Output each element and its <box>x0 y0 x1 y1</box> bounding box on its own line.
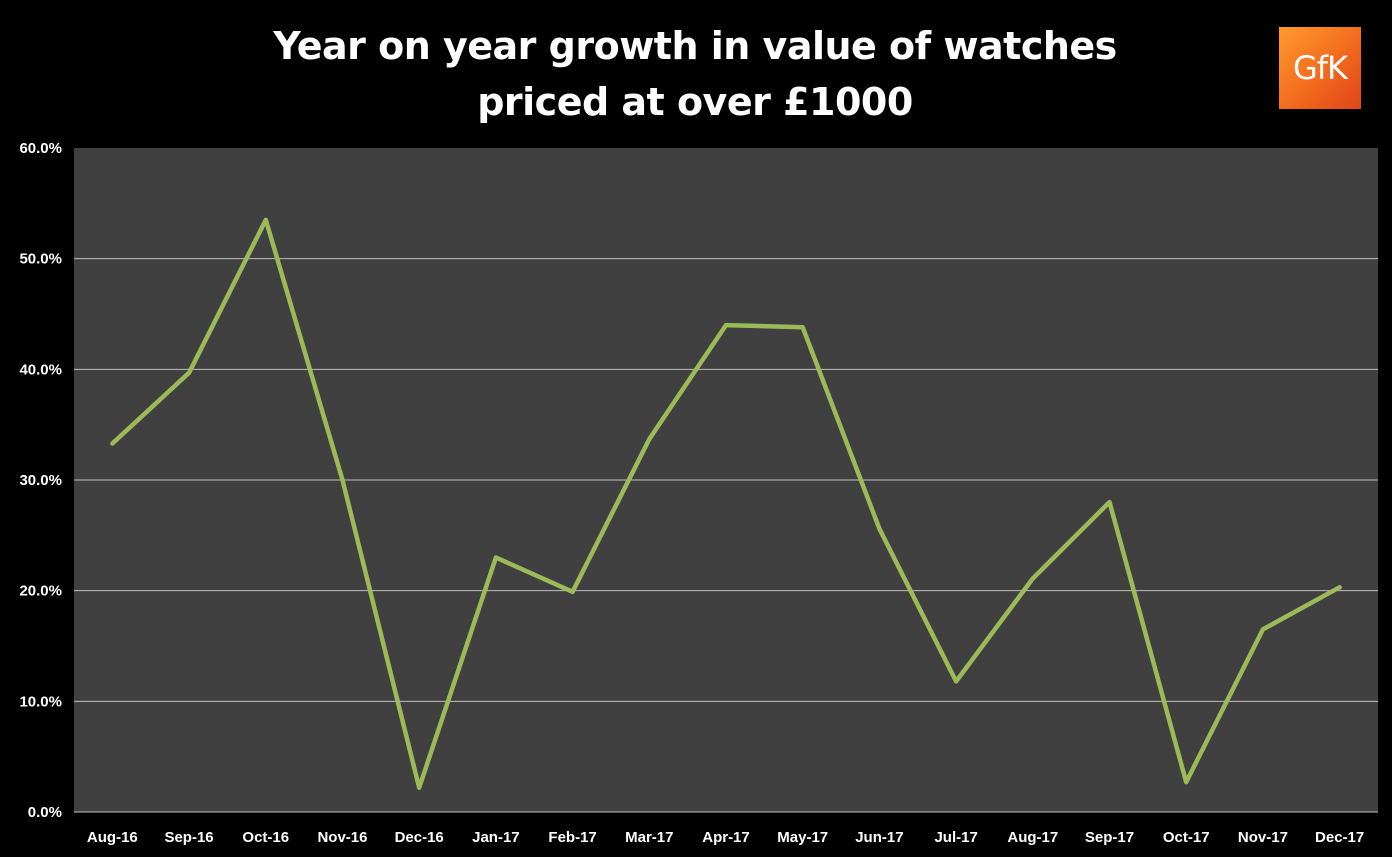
x-tick-label: May-17 <box>777 829 828 846</box>
x-tick-label: Dec-16 <box>395 829 444 846</box>
data-point <box>493 555 498 560</box>
y-tick-label: 60.0% <box>19 140 62 157</box>
data-point <box>1260 627 1265 632</box>
x-tick-label: Jul-17 <box>934 829 977 846</box>
gfk-logo: GfK <box>1279 27 1361 109</box>
y-axis-tick-labels: 0.0% 10.0% 20.0% 30.0% 40.0% 50.0% 60.0% <box>19 140 62 821</box>
chart-title: Year on year growth in value of watches … <box>250 18 1140 130</box>
data-point <box>340 478 345 482</box>
y-tick-label: 0.0% <box>28 804 62 821</box>
x-tick-label: Nov-16 <box>317 829 367 846</box>
gridlines <box>74 258 1378 702</box>
chart-title-line-1: Year on year growth in value of watches <box>273 24 1117 68</box>
data-point <box>570 589 575 594</box>
x-tick-label: Mar-17 <box>625 829 673 846</box>
data-point <box>647 437 652 442</box>
data-point <box>187 370 192 375</box>
x-tick-label: Aug-16 <box>87 829 138 846</box>
x-tick-label: Jun-17 <box>855 829 903 846</box>
data-point <box>954 679 959 684</box>
y-tick-label: 30.0% <box>19 472 62 489</box>
y-tick-label: 20.0% <box>19 583 62 600</box>
x-tick-label: Oct-16 <box>242 829 289 846</box>
data-point <box>1107 500 1112 505</box>
x-tick-label: Sep-16 <box>164 829 213 846</box>
x-tick-label: Jan-17 <box>472 829 520 846</box>
x-tick-label: Feb-17 <box>548 829 596 846</box>
x-axis-tick-labels: Aug-16 Sep-16 Oct-16 Nov-16 Dec-16 Jan-17 Feb-… <box>87 829 1364 846</box>
data-point <box>800 325 805 330</box>
data-point <box>1184 780 1189 785</box>
y-tick-label: 50.0% <box>19 251 62 268</box>
x-tick-label: Sep-17 <box>1085 829 1134 846</box>
data-point <box>724 323 728 328</box>
data-point <box>417 785 422 790</box>
data-point <box>263 217 268 222</box>
gfk-logo-text: GfK <box>1292 49 1348 87</box>
data-point <box>110 441 115 446</box>
x-tick-label: Oct-17 <box>1163 829 1210 846</box>
y-tick-label: 10.0% <box>19 693 62 710</box>
series-group <box>110 217 1342 790</box>
data-point <box>1337 585 1342 590</box>
x-tick-label: Nov-17 <box>1238 829 1288 846</box>
data-point <box>1030 576 1035 581</box>
x-tick-label: Apr-17 <box>702 829 750 846</box>
y-tick-label: 40.0% <box>19 361 62 378</box>
data-point <box>877 526 882 531</box>
x-tick-label: Aug-17 <box>1007 829 1058 846</box>
x-tick-label: Dec-17 <box>1315 829 1364 846</box>
chart-title-line-2: priced at over £1000 <box>477 80 913 124</box>
